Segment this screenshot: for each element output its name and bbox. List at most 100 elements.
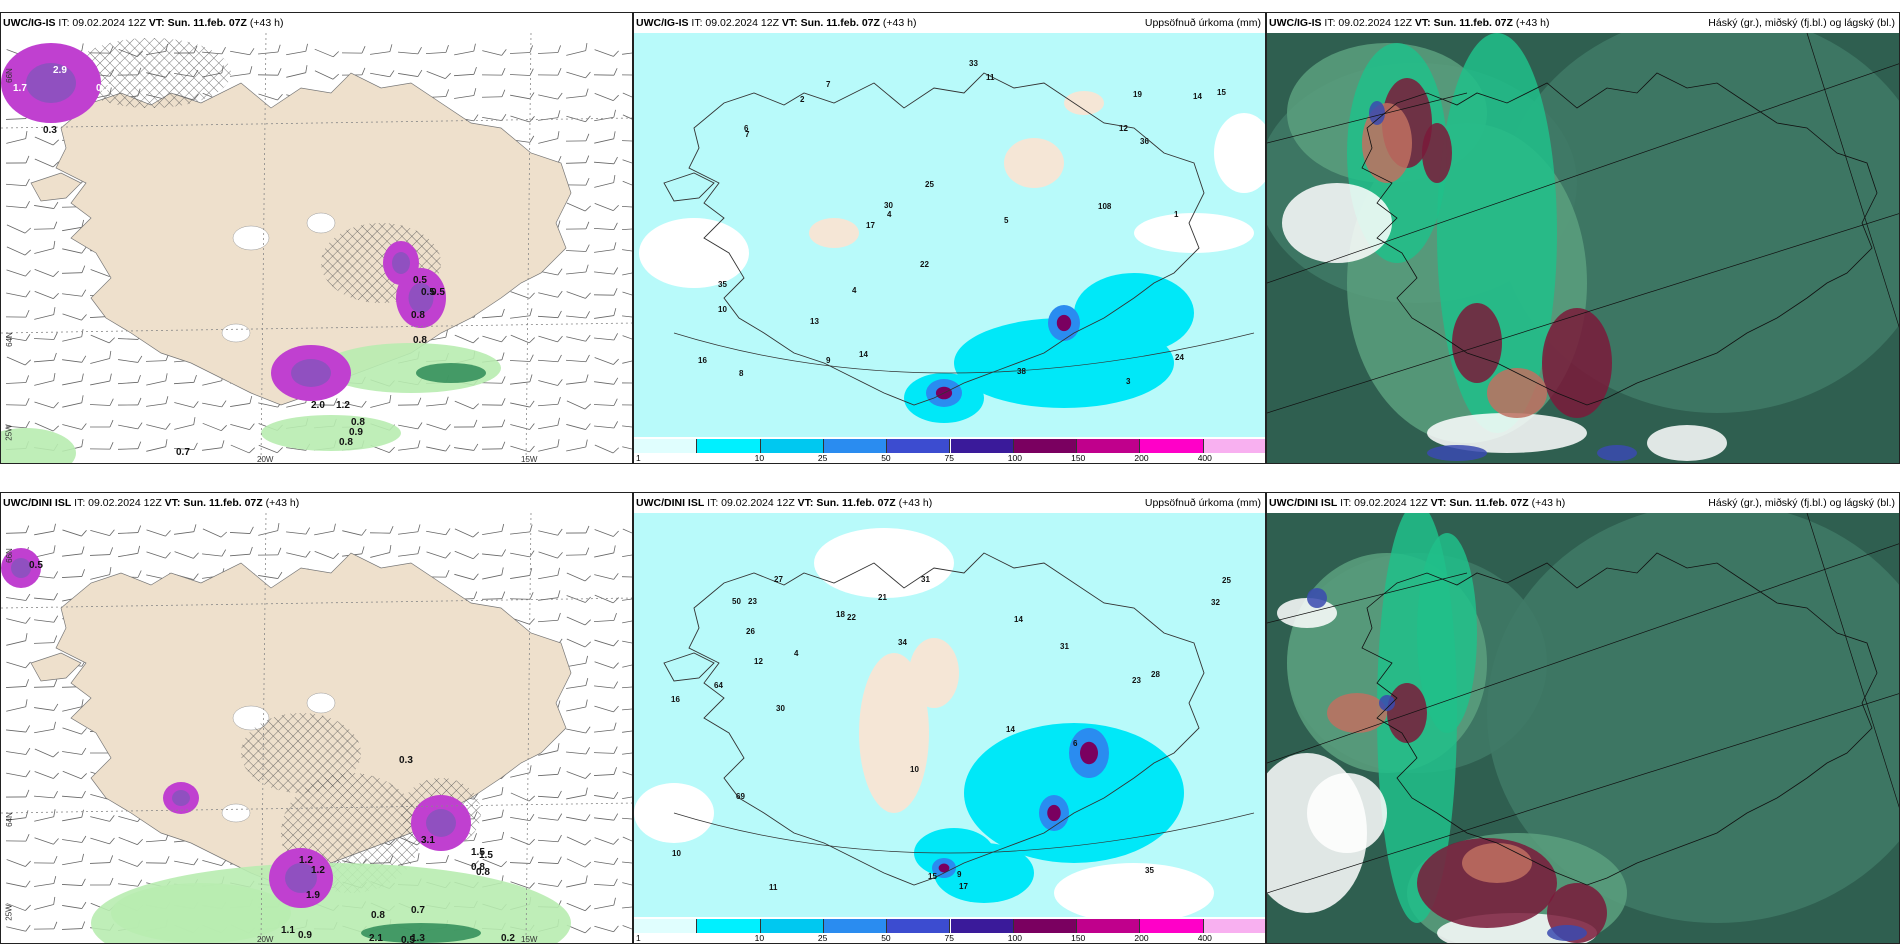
- wind-barb: [482, 831, 505, 844]
- wind-barb: [510, 334, 535, 344]
- lat-gridline: [1, 117, 632, 129]
- wind-barb: [566, 836, 591, 846]
- wind-barb: [622, 925, 632, 933]
- wind-barb: [33, 679, 58, 688]
- wind-barb: [622, 905, 632, 909]
- wind-barb: [34, 809, 56, 822]
- wind-barb: [622, 836, 632, 846]
- lon-label-25w: 25W: [4, 904, 14, 921]
- wind-barb: [622, 861, 632, 865]
- cloud-layer: [1452, 303, 1502, 383]
- wind-barb: [566, 747, 590, 755]
- wind-barb: [537, 790, 562, 799]
- wind-barb: [398, 546, 421, 557]
- precip-map[interactable]: 17 15 10 9 6 4 14 11 10 23 30 32 31 64 26 28 27 22 31 35 23 1…: [634, 513, 1265, 943]
- wind-barb: [622, 729, 632, 733]
- cloud-title-right: Háský (gr.), miðský (fj.bl.) og lágský (…: [1708, 17, 1895, 29]
- precip-value-label: 10: [910, 765, 919, 774]
- wind-barb: [622, 882, 632, 888]
- wind-barb: [34, 771, 59, 779]
- wind-barb: [622, 249, 632, 253]
- lat-label-66n: 66N: [4, 548, 14, 563]
- wind-barb: [621, 74, 632, 76]
- wind-barb: [510, 400, 535, 408]
- precip-value-label: 11: [986, 73, 995, 82]
- wind-barb: [34, 748, 59, 758]
- wind-value-label: 1.9: [306, 890, 320, 901]
- panel-title: UWC/IG-IS IT: 09.02.2024 12Z VT: Sun. 11…: [1, 13, 632, 33]
- wind-barb: [62, 809, 84, 822]
- wind-barb: [594, 242, 617, 253]
- wind-map[interactable]: 2.9 1.7 0.7 0.3 0.5 0.5 0.8 2.0 1.2 0.8 0.8 0.5 0.8 0…: [1, 33, 632, 463]
- wind-barb: [594, 529, 619, 537]
- wind-barb: [6, 770, 31, 778]
- wind-barb: [34, 352, 57, 363]
- wind-barb: [453, 419, 478, 428]
- precip-moderate: [1074, 273, 1194, 353]
- wind-barb: [90, 350, 112, 364]
- wind-barb: [33, 921, 58, 930]
- wind-barb: [566, 787, 588, 800]
- wind-barb: [565, 525, 590, 534]
- wind-barb: [454, 443, 479, 451]
- wind-barb: [34, 373, 56, 386]
- wind-barb: [566, 655, 588, 668]
- lon-gridline: [260, 33, 267, 463]
- wind-barb: [565, 354, 590, 363]
- dry-area: [1004, 138, 1064, 188]
- colorbar-label: 150: [1071, 933, 1086, 943]
- precip-value-label: 50: [732, 597, 741, 606]
- wind-barb: [566, 291, 591, 299]
- cloud-map[interactable]: [1267, 33, 1899, 463]
- wind-map[interactable]: 0.5 0.3 1.2 1.5 0.8 1.2 1.9 0.8 0.7 1.1 0.9 2.1 0.5 1…: [1, 513, 632, 943]
- cloud-map[interactable]: [1267, 513, 1899, 943]
- colorbar-segment: [1140, 919, 1204, 933]
- precip-map[interactable]: 2 1 4 3 10 7 5 9 4 14 12 7 6 15 14 11 8 36 33 38 35 30 108 25 22…: [634, 33, 1265, 463]
- wind-barb: [566, 572, 591, 582]
- wind-barb: [566, 88, 589, 99]
- wind-barb: [454, 573, 479, 581]
- panel-title: UWC/DINI ISL IT: 09.02.2024 12Z VT: Sun.…: [1, 493, 632, 513]
- wind-barb: [146, 439, 168, 452]
- no-precip: [1054, 863, 1214, 917]
- colorbar-segment: [1140, 439, 1204, 453]
- wind-barb: [593, 222, 618, 230]
- wind-barb: [538, 551, 563, 559]
- wind-barb: [482, 787, 504, 800]
- wind-barb: [565, 177, 590, 186]
- wind-barb: [146, 529, 171, 537]
- wind-barb: [6, 924, 31, 932]
- snow-core: [26, 63, 76, 103]
- wind-barb: [34, 837, 59, 845]
- wind-barb: [118, 355, 143, 363]
- precip-colorbar: 1 10 25 50 75 100 150 200 400: [634, 437, 1265, 463]
- gridline: [1806, 33, 1899, 328]
- lon-label-20w: 20W: [257, 455, 274, 464]
- snow-core: [11, 558, 31, 578]
- sea-precip: [261, 415, 401, 451]
- wind-barb: [118, 545, 141, 558]
- precip-value-label: 22: [847, 613, 856, 622]
- wind-barb: [566, 423, 591, 430]
- wind-value-label: 2.9: [53, 65, 67, 76]
- wind-barb: [538, 417, 560, 430]
- wind-value-label: 0.2: [501, 933, 515, 943]
- wind-barb: [566, 439, 588, 452]
- wind-barb: [481, 89, 506, 98]
- wind-barb: [117, 441, 142, 450]
- gridline: [1267, 693, 1899, 894]
- wind-barb: [622, 335, 632, 343]
- colorbar-segment: [760, 439, 824, 453]
- wind-barb: [622, 446, 632, 452]
- wind-value-label: 0.3: [43, 125, 57, 136]
- wind-barb: [118, 836, 143, 846]
- lat-gridline: [1, 802, 632, 814]
- wind-barb: [621, 382, 632, 384]
- wind-barb: [6, 661, 31, 669]
- gridline: [1267, 543, 1899, 764]
- wind-barb: [594, 813, 619, 821]
- colorbar-segment: [1077, 919, 1141, 933]
- wind-value-label: 0.8: [339, 437, 353, 448]
- wind-value-label: 1.5: [471, 847, 485, 858]
- colorbar-label: 100: [1007, 933, 1022, 943]
